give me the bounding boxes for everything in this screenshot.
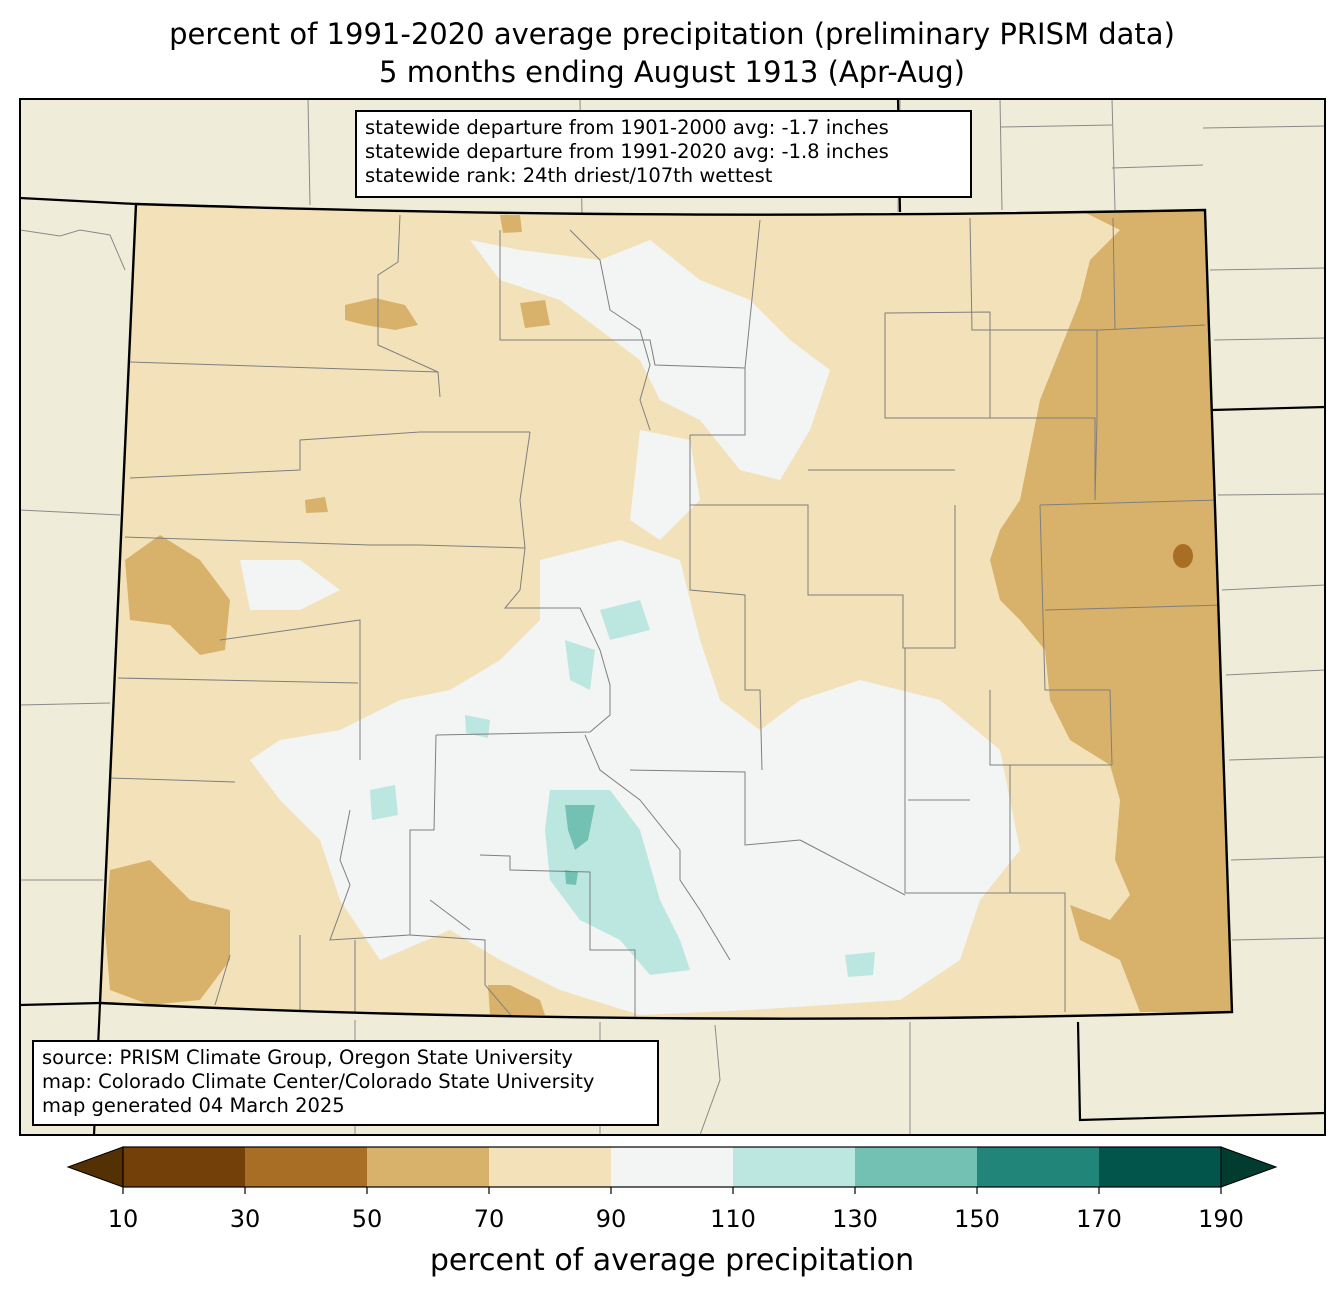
colorbar-bin-10-30 [123, 1147, 245, 1187]
map-title-line1: percent of 1991-2020 average precipitati… [169, 17, 1175, 51]
county-lines [109, 214, 1223, 1019]
colorbar-under-arrow [66, 1146, 124, 1188]
map-frame [20, 99, 1325, 1135]
colorbar-tick-label-50: 50 [351, 1205, 383, 1233]
very-wet-areas [565, 805, 595, 885]
colorbar-bin-150-170 [977, 1147, 1099, 1187]
colorbar [66, 1146, 1278, 1194]
colorbar-tick-label-150: 150 [954, 1205, 1000, 1233]
stats-line-3: statewide rank: 24th driest/107th wettes… [365, 164, 773, 187]
colorbar-bin-50-70 [367, 1147, 489, 1187]
source-line-3: map generated 04 March 2025 [42, 1094, 345, 1117]
colorbar-tick-label-190: 190 [1198, 1205, 1244, 1233]
colorbar-title: percent of average precipitation [429, 1243, 915, 1278]
dry-areas [105, 210, 1232, 1015]
source-box: source: PRISM Climate Group, Oregon Stat… [32, 1040, 659, 1126]
colorbar-bin-30-50 [245, 1147, 367, 1187]
colorbar-tick-label-170: 170 [1076, 1205, 1122, 1233]
colorbar-outline [122, 1146, 1222, 1188]
statewide-stats-box: statewide departure from 1901-2000 avg: … [355, 110, 972, 198]
colorbar-bin-90-110 [611, 1147, 733, 1187]
stats-line-2: statewide departure from 1991-2020 avg: … [365, 140, 889, 163]
colorbar-bin-70-90 [489, 1147, 611, 1187]
precip-field [100, 204, 1232, 1019]
colorbar-tick-label-110: 110 [710, 1205, 756, 1233]
map-frame-border [19, 98, 1326, 1136]
colorbar-tick-label-90: 90 [595, 1205, 627, 1233]
near-normal-areas [240, 240, 1020, 1015]
map-title-line2: 5 months ending August 1913 (Apr-Aug) [379, 55, 965, 89]
colorbar-tick-label-30: 30 [229, 1205, 261, 1233]
very-dry-areas [1173, 544, 1193, 568]
colorbar-tick-label-70: 70 [473, 1205, 505, 1233]
colorbar-bin-170-190 [1099, 1147, 1221, 1187]
source-line-2: map: Colorado Climate Center/Colorado St… [42, 1070, 595, 1093]
colorbar-bin-130-150 [855, 1147, 977, 1187]
colorado-border [98, 202, 1234, 1020]
colorbar-bin-110-130 [733, 1147, 855, 1187]
colorbar-tick-label-10: 10 [107, 1205, 139, 1233]
stats-line-1: statewide departure from 1901-2000 avg: … [365, 116, 889, 139]
colorbar-tick-label-130: 130 [832, 1205, 878, 1233]
source-line-1: source: PRISM Climate Group, Oregon Stat… [42, 1046, 573, 1069]
colorbar-over-arrow [1220, 1146, 1278, 1188]
